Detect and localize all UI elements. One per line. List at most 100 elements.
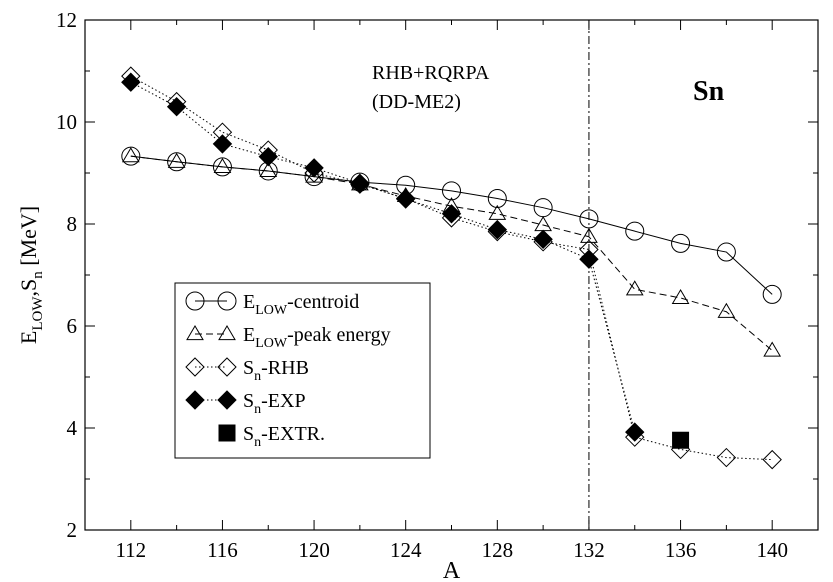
series-5 xyxy=(672,431,690,449)
series-2-point xyxy=(580,227,598,243)
legend-marker xyxy=(217,390,237,410)
legend-label: ELOW-centroid xyxy=(243,291,359,318)
series-1-point xyxy=(167,152,187,172)
x-tick-label: 116 xyxy=(207,538,238,562)
series-4-point xyxy=(258,146,278,167)
legend-label-sub: n xyxy=(254,402,261,417)
y-tick-label: 6 xyxy=(67,314,78,338)
axis-ticks: 112 116 120 124 128 132 136 140 2 4 6 8 10 12 xyxy=(56,8,819,562)
series-4-point xyxy=(304,158,324,178)
series-2-point xyxy=(488,204,507,220)
series-2-point xyxy=(167,152,186,168)
series-4-point xyxy=(533,229,553,250)
series-4-point xyxy=(166,96,187,117)
y-tick-label: 8 xyxy=(67,212,78,236)
legend-marker xyxy=(217,291,237,311)
y-tick-label: 10 xyxy=(56,110,77,134)
series-1-point xyxy=(212,157,232,177)
series-1-point xyxy=(716,242,736,262)
legend-marker xyxy=(185,390,205,410)
legend-box xyxy=(174,282,431,459)
x-tick-label: 124 xyxy=(390,538,422,562)
legend-label: Sn-EXTR. xyxy=(243,423,325,450)
y-axis-label-main: E xyxy=(16,331,41,344)
legend-entry-3: Sn-RHB xyxy=(185,357,309,384)
legend-label-rest: -EXTR. xyxy=(261,423,325,445)
x-tick-label: 132 xyxy=(573,538,605,562)
series-2-point xyxy=(121,147,140,163)
legend-label-main: S xyxy=(243,390,254,412)
series-1-point xyxy=(121,146,141,166)
series-1-line xyxy=(130,155,773,295)
annotation-model-line1: RHB+RQRPA xyxy=(372,62,490,84)
legend-label-rest: -RHB xyxy=(261,357,309,379)
series-4-point xyxy=(395,189,416,209)
y-tick-label: 12 xyxy=(56,8,77,32)
legend-label-sub: n xyxy=(254,369,261,384)
legend-marker xyxy=(218,424,236,442)
y-axis-label-sub2: n xyxy=(30,271,46,279)
annotation-model-line2: (DD-ME2) xyxy=(372,91,461,113)
series-2-point xyxy=(259,161,278,178)
legend-label-main: S xyxy=(243,357,254,379)
series-2-point xyxy=(213,157,232,173)
series-4-point xyxy=(212,134,233,154)
series-2-point xyxy=(671,288,690,305)
y-axis-label-sep: ,S xyxy=(16,279,41,297)
series-1-point xyxy=(487,189,507,208)
series-4-point xyxy=(441,204,462,224)
series-group xyxy=(121,66,782,470)
legend-label-sub: LOW xyxy=(255,303,288,318)
y-tick-label: 2 xyxy=(67,518,78,542)
series-2-point xyxy=(625,280,644,296)
x-tick-label: 140 xyxy=(756,538,788,562)
series-4-point xyxy=(579,249,599,269)
x-tick-label: 112 xyxy=(115,538,146,562)
legend-marker xyxy=(217,357,237,377)
legend-entry-2: ELOW-peak energy xyxy=(186,324,391,351)
legend-label-main: S xyxy=(243,423,254,445)
series-1 xyxy=(121,146,782,304)
series-1-point xyxy=(625,221,645,241)
series-4-line xyxy=(130,81,636,433)
legend-label-rest: -EXP xyxy=(261,390,305,412)
legend-label-sub: LOW xyxy=(255,336,288,351)
series-4-point xyxy=(350,173,370,193)
series-1-point xyxy=(671,233,691,253)
series-4 xyxy=(121,72,645,442)
y-axis-label-sub1: LOW xyxy=(30,296,46,331)
legend-label-main: E xyxy=(243,291,255,313)
legend-entry-5: Sn-EXTR. xyxy=(218,423,325,450)
series-5-point xyxy=(672,431,690,449)
x-tick-label: 120 xyxy=(298,538,330,562)
series-4-point xyxy=(487,219,508,240)
annotation-element: Sn xyxy=(693,76,725,107)
legend-marker xyxy=(218,325,236,341)
legend-label: Sn-EXP xyxy=(243,390,306,417)
x-axis-label: A xyxy=(443,558,461,582)
series-2-point xyxy=(717,302,736,318)
legend-label-sub: n xyxy=(254,435,261,450)
legend-label: Sn-RHB xyxy=(243,357,309,384)
legend-entry-4: Sn-EXP xyxy=(185,390,306,417)
x-tick-label: 136 xyxy=(665,538,697,562)
y-tick-label: 4 xyxy=(67,416,78,440)
series-1-point xyxy=(442,181,461,201)
series-4-point xyxy=(121,72,141,92)
y-axis-label-unit: [MeV] xyxy=(16,206,41,271)
x-tick-label: 128 xyxy=(482,538,514,562)
series-4-point xyxy=(625,422,645,442)
y-axis-label: ELOW,Sn [MeV] xyxy=(16,206,46,344)
legend-entry-1: ELOW-centroid xyxy=(185,291,359,318)
legend-label: ELOW-peak energy xyxy=(243,324,391,351)
legend-label-rest: -centroid xyxy=(287,291,359,313)
series-3-point xyxy=(762,449,782,470)
legend-marker xyxy=(186,325,204,341)
series-2-point xyxy=(763,341,782,357)
series-1-point xyxy=(762,284,782,304)
legend-label-main: E xyxy=(243,324,255,346)
legend-marker xyxy=(185,291,205,311)
legend-marker xyxy=(185,357,205,377)
